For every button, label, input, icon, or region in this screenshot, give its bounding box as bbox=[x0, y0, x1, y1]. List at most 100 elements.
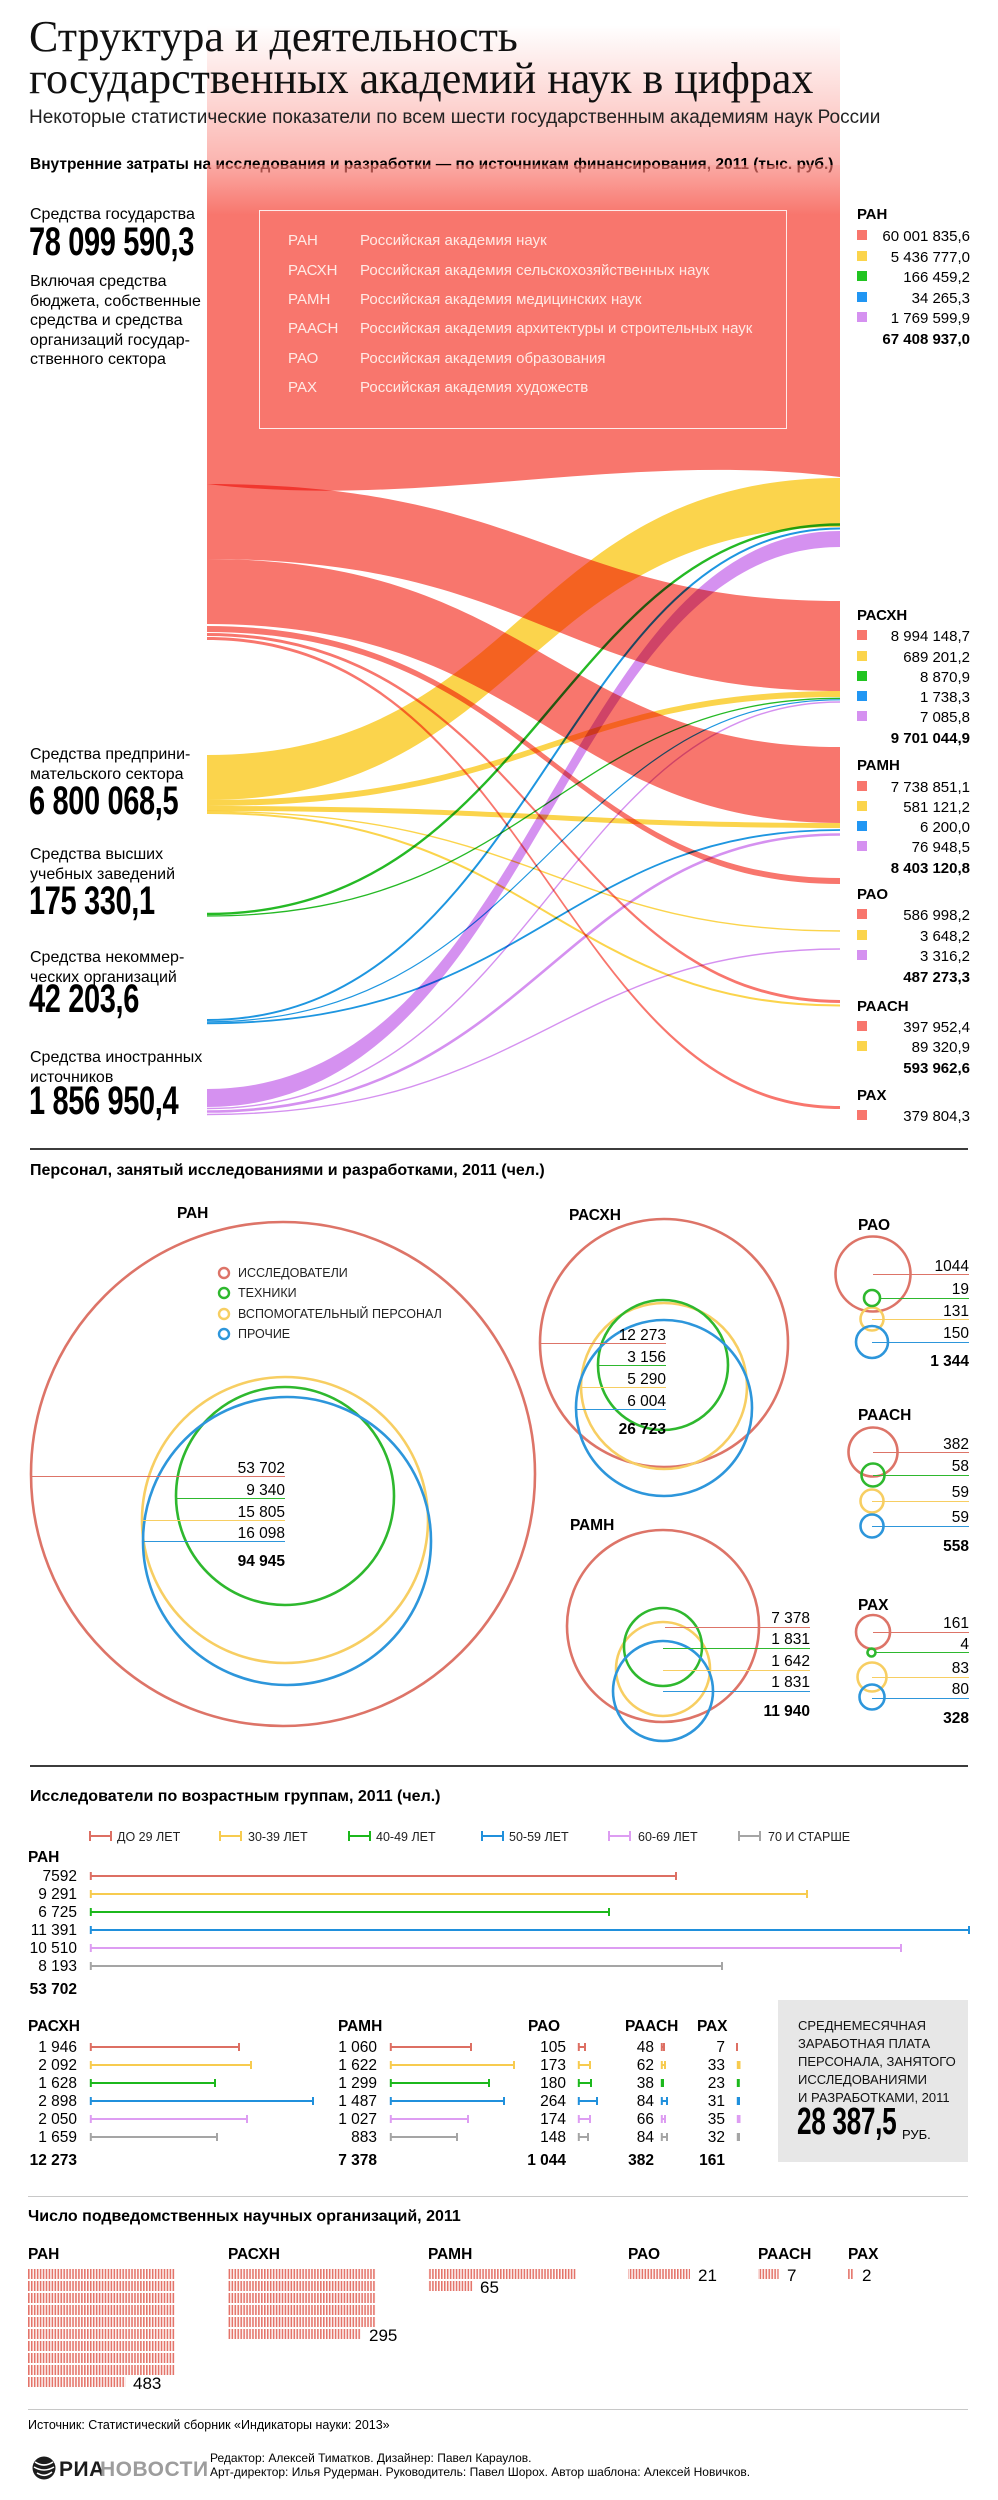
svg-text:11 391: 11 391 bbox=[31, 1922, 77, 1939]
svg-text:8 193: 8 193 bbox=[38, 1958, 77, 1975]
svg-text:Российская академия медицински: Российская академия медицинских наук bbox=[360, 291, 642, 308]
svg-text:1 628: 1 628 bbox=[38, 2075, 77, 2092]
svg-text:РАМН: РАМН bbox=[570, 1517, 614, 1534]
svg-text:2 050: 2 050 bbox=[38, 2111, 77, 2128]
svg-text:38: 38 bbox=[637, 2075, 654, 2092]
svg-text:7: 7 bbox=[787, 2266, 796, 2285]
svg-text:РАН: РАН bbox=[28, 1849, 59, 1866]
svg-text:1 769 599,9: 1 769 599,9 bbox=[891, 310, 970, 327]
svg-text:ПРОЧИЕ: ПРОЧИЕ bbox=[238, 1327, 290, 1341]
svg-text:РАН: РАН bbox=[288, 232, 318, 249]
svg-text:1 027: 1 027 bbox=[338, 2111, 377, 2128]
svg-text:Российская академия архитектур: Российская академия архитектуры и строит… bbox=[360, 320, 753, 337]
svg-text:РАН: РАН bbox=[177, 1205, 208, 1222]
svg-text:67 408 937,0: 67 408 937,0 bbox=[882, 331, 970, 348]
svg-text:382: 382 bbox=[628, 2152, 654, 2169]
svg-text:593 962,6: 593 962,6 bbox=[903, 1060, 970, 1077]
svg-text:40-49 ЛЕТ: 40-49 ЛЕТ bbox=[376, 1830, 436, 1844]
svg-text:6 725: 6 725 bbox=[38, 1904, 77, 1921]
svg-text:382: 382 bbox=[943, 1436, 969, 1453]
svg-text:РАО: РАО bbox=[528, 2018, 560, 2035]
svg-text:80: 80 bbox=[952, 1681, 970, 1698]
svg-text:6 004: 6 004 bbox=[627, 1393, 666, 1410]
svg-text:7: 7 bbox=[716, 2039, 725, 2056]
svg-text:РААСН: РААСН bbox=[288, 320, 338, 337]
svg-text:1 946: 1 946 bbox=[38, 2039, 77, 2056]
svg-text:НОВОСТИ: НОВОСТИ bbox=[100, 2458, 208, 2481]
svg-text:11 940: 11 940 bbox=[763, 1703, 810, 1720]
svg-text:РАН: РАН bbox=[28, 2246, 59, 2263]
svg-text:9 340: 9 340 bbox=[246, 1482, 285, 1499]
svg-text:34 265,3: 34 265,3 bbox=[912, 290, 970, 307]
svg-text:10 510: 10 510 bbox=[30, 1940, 78, 1957]
svg-text:РАХ: РАХ bbox=[697, 2018, 728, 2035]
svg-text:21: 21 bbox=[698, 2266, 717, 2285]
svg-text:РАН: РАН bbox=[857, 206, 887, 223]
svg-text:397 952,4: 397 952,4 bbox=[903, 1019, 970, 1036]
svg-text:12 273: 12 273 bbox=[30, 2152, 78, 2169]
svg-text:32: 32 bbox=[708, 2129, 725, 2146]
svg-text:7592: 7592 bbox=[43, 1868, 77, 1885]
svg-text:94 945: 94 945 bbox=[238, 1553, 286, 1570]
svg-text:РАМН: РАМН bbox=[857, 757, 900, 774]
svg-text:РИА: РИА bbox=[59, 2458, 105, 2481]
svg-text:4: 4 bbox=[960, 1636, 969, 1653]
svg-text:31: 31 bbox=[708, 2093, 725, 2110]
svg-text:174: 174 bbox=[540, 2111, 566, 2128]
svg-text:89 320,9: 89 320,9 bbox=[912, 1039, 970, 1056]
svg-text:1 044: 1 044 bbox=[527, 2152, 566, 2169]
svg-text:131: 131 bbox=[943, 1303, 969, 1320]
svg-text:161: 161 bbox=[699, 2152, 725, 2169]
svg-text:7 085,8: 7 085,8 bbox=[920, 709, 970, 726]
svg-text:1 738,3: 1 738,3 bbox=[920, 689, 970, 706]
svg-text:180: 180 bbox=[540, 2075, 566, 2092]
svg-text:2: 2 bbox=[862, 2266, 871, 2285]
svg-text:12 273: 12 273 bbox=[619, 1327, 666, 1344]
svg-text:1 060: 1 060 bbox=[338, 2039, 377, 2056]
svg-text:379 804,3: 379 804,3 bbox=[903, 1108, 970, 1125]
svg-text:3 156: 3 156 bbox=[627, 1349, 666, 1366]
svg-text:РАХ: РАХ bbox=[858, 1597, 889, 1614]
svg-text:Российская академия наук: Российская академия наук bbox=[360, 232, 547, 249]
svg-text:1 642: 1 642 bbox=[771, 1653, 810, 1670]
svg-text:9 291: 9 291 bbox=[38, 1886, 77, 1903]
svg-text:8 994 148,7: 8 994 148,7 bbox=[891, 628, 970, 645]
svg-text:РАХ: РАХ bbox=[848, 2246, 879, 2263]
svg-text:РААСН: РААСН bbox=[857, 998, 909, 1015]
svg-text:РАСХН: РАСХН bbox=[28, 2018, 80, 2035]
svg-text:586 998,2: 586 998,2 bbox=[903, 907, 970, 924]
svg-text:58: 58 bbox=[952, 1458, 969, 1475]
svg-text:483: 483 bbox=[133, 2374, 161, 2393]
svg-text:1044: 1044 bbox=[935, 1258, 970, 1275]
svg-text:8 403 120,8: 8 403 120,8 bbox=[891, 860, 970, 877]
svg-text:ИССЛЕДОВАТЕЛИ: ИССЛЕДОВАТЕЛИ bbox=[238, 1266, 348, 1280]
svg-text:84: 84 bbox=[637, 2129, 655, 2146]
svg-text:84: 84 bbox=[637, 2093, 655, 2110]
svg-text:7 738 851,1: 7 738 851,1 bbox=[891, 779, 970, 796]
svg-text:19: 19 bbox=[952, 1281, 969, 1298]
svg-text:РАМН: РАМН bbox=[428, 2246, 472, 2263]
svg-text:РААСН: РААСН bbox=[858, 1407, 911, 1424]
svg-text:1 299: 1 299 bbox=[338, 2075, 377, 2092]
svg-text:105: 105 bbox=[540, 2039, 566, 2056]
svg-text:60-69 ЛЕТ: 60-69 ЛЕТ bbox=[638, 1830, 698, 1844]
svg-text:РАХ: РАХ bbox=[288, 379, 317, 396]
svg-text:9 701 044,9: 9 701 044,9 bbox=[891, 730, 970, 747]
svg-text:РАХ: РАХ bbox=[857, 1087, 887, 1104]
svg-text:Российская академия сельскохоз: Российская академия сельскохозяйственных… bbox=[360, 262, 710, 279]
svg-text:166 459,2: 166 459,2 bbox=[903, 269, 970, 286]
svg-text:148: 148 bbox=[540, 2129, 566, 2146]
svg-text:3 316,2: 3 316,2 bbox=[920, 948, 970, 965]
svg-text:Российская академия образовани: Российская академия образования bbox=[360, 350, 606, 367]
svg-text:РАМН: РАМН bbox=[288, 291, 330, 308]
svg-text:689 201,2: 689 201,2 bbox=[903, 649, 970, 666]
svg-text:РАО: РАО bbox=[858, 1217, 890, 1234]
svg-text:35: 35 bbox=[708, 2111, 725, 2128]
svg-text:83: 83 bbox=[952, 1660, 969, 1677]
svg-text:2 092: 2 092 bbox=[38, 2057, 77, 2074]
svg-text:33: 33 bbox=[708, 2057, 725, 2074]
svg-text:15 805: 15 805 bbox=[238, 1504, 285, 1521]
svg-text:76 948,5: 76 948,5 bbox=[912, 839, 970, 856]
svg-text:РАСХН: РАСХН bbox=[857, 607, 907, 624]
svg-text:6 200,0: 6 200,0 bbox=[920, 819, 970, 836]
